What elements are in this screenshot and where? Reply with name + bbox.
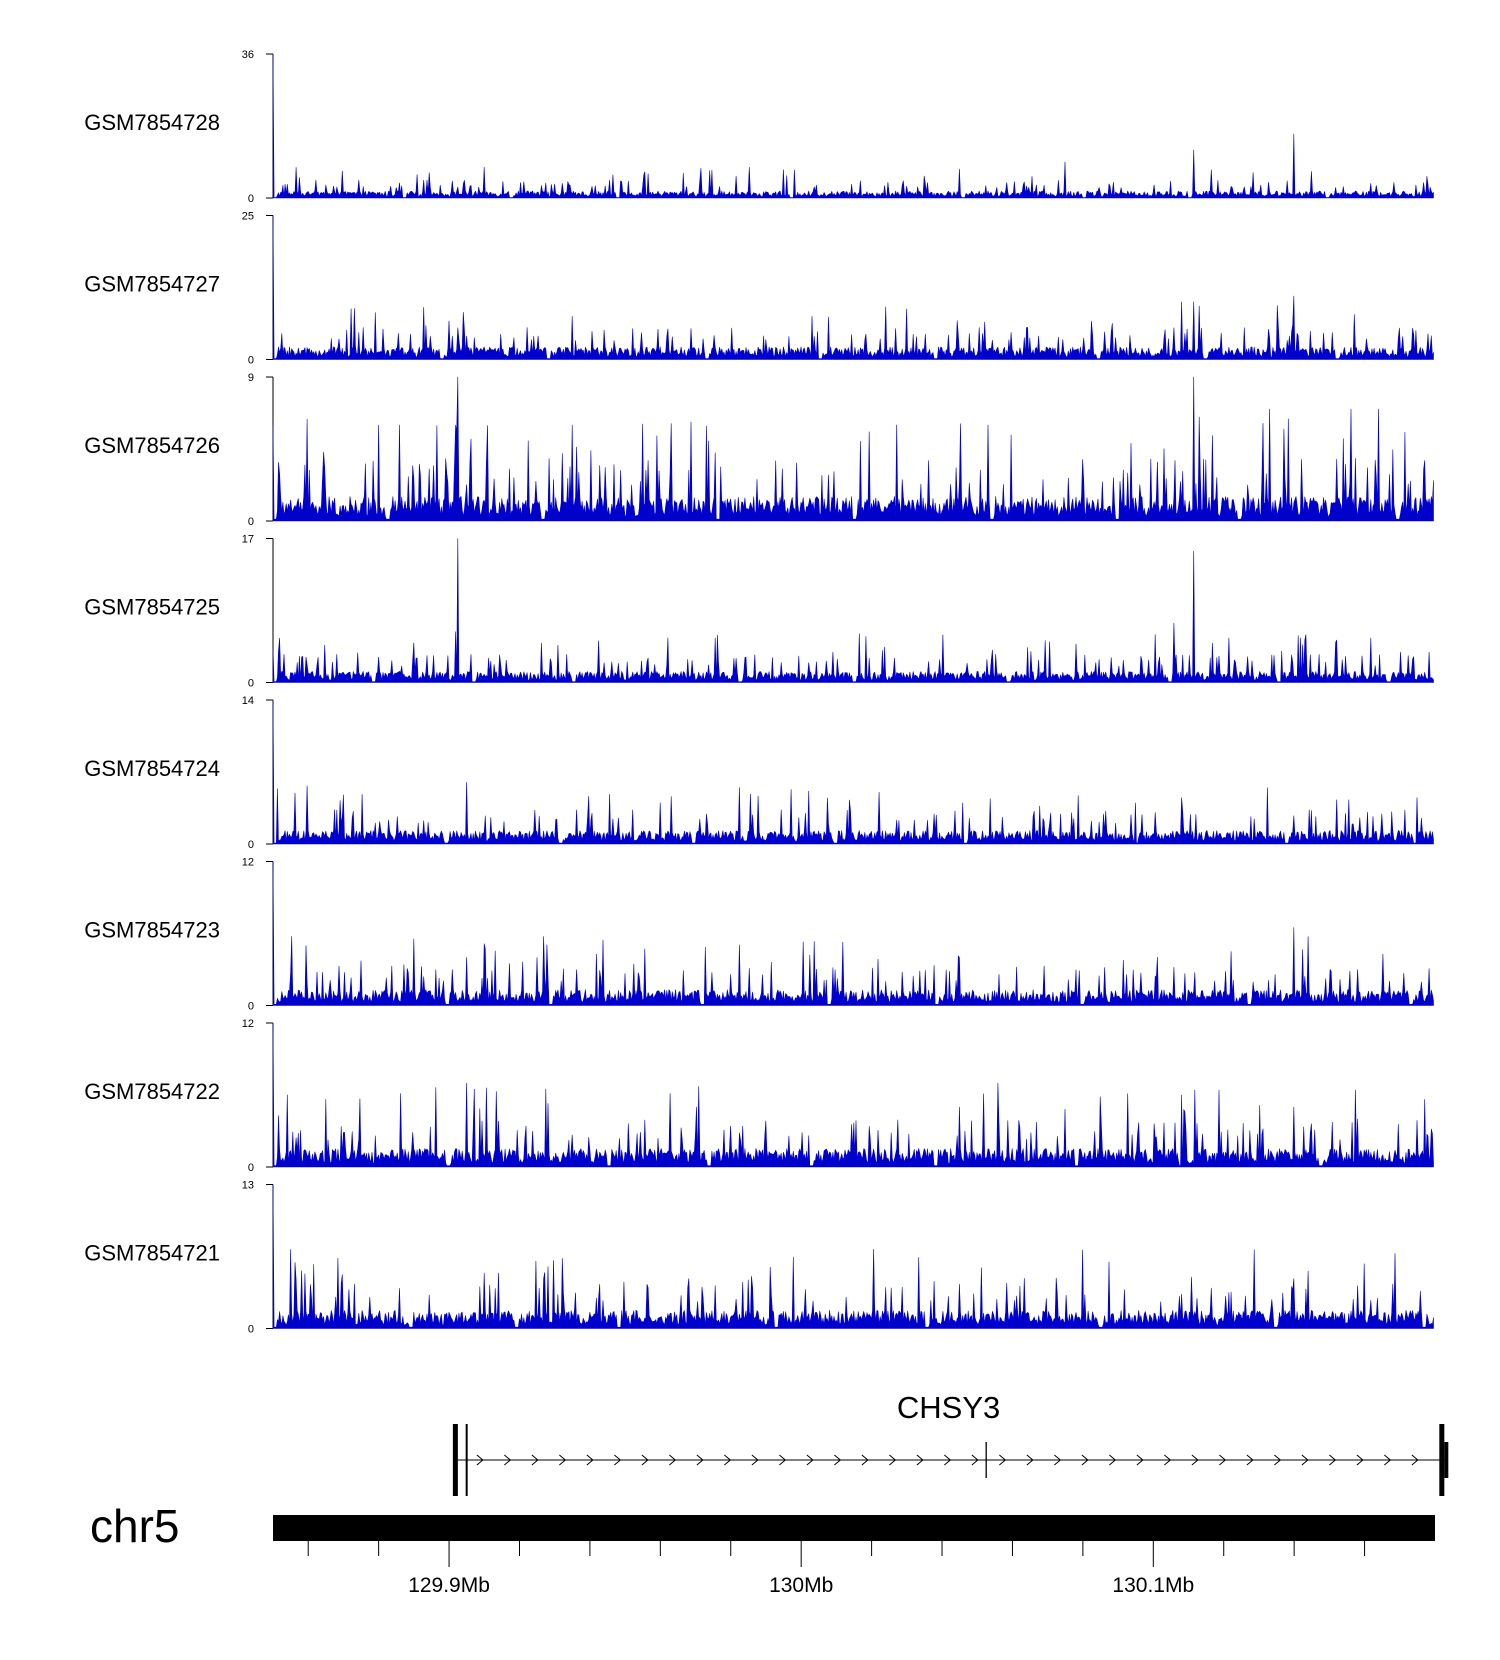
strand-arrow <box>1109 1454 1117 1466</box>
y-axis-max-label: 14 <box>242 695 254 707</box>
track-label: GSM7854725 <box>84 595 220 620</box>
y-axis-min-label: 0 <box>248 1001 254 1013</box>
axis-tick-label: 129.9Mb <box>408 1574 490 1597</box>
strand-arrow <box>1246 1454 1254 1466</box>
exon <box>452 1424 458 1496</box>
track-GSM7854728: GSM7854728 36 0 <box>84 49 1434 205</box>
exon <box>1444 1442 1449 1478</box>
strand-arrow <box>504 1454 512 1466</box>
strand-arrow <box>1411 1454 1419 1466</box>
y-axis-min-label: 0 <box>248 193 254 205</box>
coverage-signal <box>272 215 1434 360</box>
track-GSM7854724: GSM7854724 14 0 <box>84 695 1434 851</box>
y-axis-max-label: 17 <box>242 534 254 546</box>
strand-arrow <box>476 1454 484 1466</box>
y-axis-min-label: 0 <box>248 1324 254 1336</box>
strand-arrow <box>861 1454 869 1466</box>
strand-arrow <box>724 1454 732 1466</box>
y-axis-max-label: 12 <box>242 1018 254 1030</box>
strand-arrow <box>916 1454 924 1466</box>
strand-arrow <box>1274 1454 1282 1466</box>
coverage-signal <box>272 861 1434 1006</box>
y-axis-max-label: 9 <box>248 372 254 384</box>
strand-arrow <box>531 1454 539 1466</box>
strand-arrow <box>1136 1454 1144 1466</box>
y-axis-max-label: 36 <box>242 49 254 61</box>
axis-tick-label: 130Mb <box>769 1574 833 1597</box>
strand-arrow <box>614 1454 622 1466</box>
y-axis-min-label: 0 <box>248 678 254 690</box>
coverage-signal <box>272 53 1434 199</box>
track-label: GSM7854726 <box>84 433 220 458</box>
strand-arrow <box>1026 1454 1034 1466</box>
track-GSM7854726: GSM7854726 9 0 <box>84 372 1434 528</box>
strand-arrow <box>751 1454 759 1466</box>
coverage-signal <box>272 699 1434 845</box>
y-axis-max-label: 25 <box>242 211 254 223</box>
chromosome-axis: chr5 129.9Mb 130Mb 130.1Mb <box>90 1500 1435 1597</box>
exon <box>465 1424 468 1496</box>
y-axis-min-label: 0 <box>248 1162 254 1174</box>
coverage-signal <box>272 376 1434 522</box>
strand-arrow <box>834 1454 842 1466</box>
strand-arrow <box>1164 1454 1172 1466</box>
track-GSM7854727: GSM7854727 25 0 <box>84 211 1434 367</box>
strand-arrow <box>999 1454 1007 1466</box>
track-GSM7854721: GSM7854721 13 0 <box>84 1180 1434 1336</box>
y-axis-max-label: 13 <box>242 1180 254 1192</box>
strand-arrow <box>1356 1454 1364 1466</box>
track-label: GSM7854722 <box>84 1079 220 1104</box>
strand-arrow <box>1301 1454 1309 1466</box>
track-GSM7854723: GSM7854723 12 0 <box>84 857 1434 1013</box>
track-label: GSM7854727 <box>84 272 220 297</box>
coverage-signal <box>272 1022 1434 1168</box>
track-GSM7854725: GSM7854725 17 0 <box>84 534 1434 690</box>
strand-arrow <box>1219 1454 1227 1466</box>
track-GSM7854722: GSM7854722 12 0 <box>84 1018 1434 1174</box>
exon <box>1439 1424 1445 1496</box>
track-label: GSM7854721 <box>84 1241 220 1266</box>
coverage-tracks: GSM7854728360GSM7854727250GSM785472690GS… <box>84 49 1434 1336</box>
chromosome-bar <box>273 1515 1435 1541</box>
chromosome-label: chr5 <box>90 1500 179 1552</box>
y-axis-min-label: 0 <box>248 516 254 528</box>
track-label: GSM7854724 <box>84 756 220 781</box>
strand-arrow <box>1329 1454 1337 1466</box>
strand-arrow <box>1054 1454 1062 1466</box>
strand-arrow <box>889 1454 897 1466</box>
strand-arrow <box>1384 1454 1392 1466</box>
track-label: GSM7854728 <box>84 110 220 135</box>
track-label: GSM7854723 <box>84 918 220 943</box>
strand-arrow <box>944 1454 952 1466</box>
gene-name: CHSY3 <box>897 1390 1000 1425</box>
axis-tick-label: 130.1Mb <box>1112 1574 1194 1597</box>
exon <box>985 1442 987 1478</box>
strand-arrow <box>971 1454 979 1466</box>
strand-arrow <box>696 1454 704 1466</box>
coverage-signal <box>272 538 1434 683</box>
strand-arrow <box>669 1454 677 1466</box>
strand-arrow <box>806 1454 814 1466</box>
y-axis-min-label: 0 <box>248 839 254 851</box>
y-axis-min-label: 0 <box>248 355 254 367</box>
coverage-signal <box>272 1184 1434 1329</box>
strand-arrow <box>1081 1454 1089 1466</box>
strand-arrow <box>1191 1454 1199 1466</box>
strand-arrow <box>779 1454 787 1466</box>
gene-track: CHSY3 <box>452 1390 1449 1496</box>
strand-arrow <box>586 1454 594 1466</box>
strand-arrow <box>641 1454 649 1466</box>
y-axis-max-label: 12 <box>242 857 254 869</box>
strand-arrow <box>559 1454 567 1466</box>
